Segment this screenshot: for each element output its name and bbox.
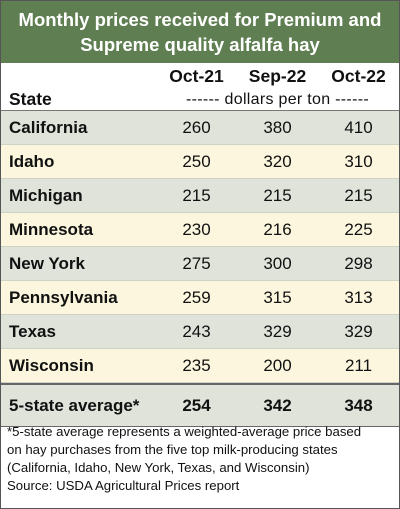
column-header-sep-22: Sep-22 xyxy=(248,65,307,86)
title-line-1: Monthly prices received for Premium and xyxy=(18,9,382,30)
price-cell: 329 xyxy=(344,321,373,341)
price-cell: 298 xyxy=(344,253,373,273)
average-cell: 348 xyxy=(344,395,373,415)
table-row: Michigan 215 215 215 xyxy=(1,179,399,213)
source-line: Source: USDA Agricultural Prices report xyxy=(7,478,240,493)
state-name: Michigan xyxy=(9,185,83,205)
state-name: California xyxy=(9,117,88,137)
column-header-row: Oct-21 Sep-22 Oct-22 xyxy=(1,63,399,89)
footnote-line: *5-state average represents a weighted-a… xyxy=(7,424,362,439)
price-cell: 380 xyxy=(263,117,292,137)
price-cell: 230 xyxy=(182,219,211,239)
price-cell: 243 xyxy=(182,321,211,341)
price-cell: 259 xyxy=(182,287,211,307)
average-row: 5-state average* 254 342 348 xyxy=(1,383,399,427)
price-cell: 215 xyxy=(263,185,292,205)
price-cell: 225 xyxy=(344,219,373,239)
price-cell: 211 xyxy=(344,355,373,375)
price-table: Oct-21 Sep-22 Oct-22 State ------ dollar… xyxy=(1,63,399,427)
state-name: Pennsylvania xyxy=(9,287,118,307)
state-name: Minnesota xyxy=(9,219,94,239)
state-name: Idaho xyxy=(9,151,55,171)
average-cell: 254 xyxy=(182,395,211,415)
price-cell: 275 xyxy=(182,253,211,273)
footnote-line: (California, Idaho, New York, Texas, and… xyxy=(7,460,310,475)
price-cell: 216 xyxy=(263,219,292,239)
average-cell: 342 xyxy=(263,395,292,415)
state-name: Wisconsin xyxy=(9,355,94,375)
state-name: New York xyxy=(9,253,85,273)
price-cell: 260 xyxy=(182,117,211,137)
price-cell: 200 xyxy=(263,355,292,375)
column-header-oct-22: Oct-22 xyxy=(331,65,386,86)
average-label: 5-state average* xyxy=(9,395,140,415)
price-cell: 250 xyxy=(182,151,211,171)
price-cell: 215 xyxy=(182,185,211,205)
table-row: Idaho 250 320 310 xyxy=(1,145,399,179)
table-row: Minnesota 230 216 225 xyxy=(1,213,399,247)
title-line-2: Supreme quality alfalfa hay xyxy=(80,34,320,55)
price-cell: 300 xyxy=(263,253,292,273)
price-cell: 320 xyxy=(263,151,292,171)
price-cell: 410 xyxy=(344,117,373,137)
price-cell: 313 xyxy=(344,287,373,307)
price-cell: 315 xyxy=(263,287,292,307)
footnote: *5-state average represents a weighted-a… xyxy=(7,423,393,495)
table-row: New York 275 300 298 xyxy=(1,247,399,281)
footnote-line: on hay purchases from the five top milk-… xyxy=(7,442,338,457)
state-column-header: State xyxy=(9,89,52,109)
price-cell: 310 xyxy=(344,151,373,171)
table-row: Texas 243 329 329 xyxy=(1,315,399,349)
state-name: Texas xyxy=(9,321,56,341)
column-header-oct-21: Oct-21 xyxy=(169,65,224,86)
table-row: Pennsylvania 259 315 313 xyxy=(1,281,399,315)
units-label: ------ dollars per ton ------ xyxy=(186,90,369,108)
price-cell: 329 xyxy=(263,321,292,341)
table-row: California 260 380 410 xyxy=(1,111,399,145)
price-cell: 215 xyxy=(344,185,373,205)
table-row: Wisconsin 235 200 211 xyxy=(1,349,399,383)
price-cell: 235 xyxy=(182,355,211,375)
units-header-row: State ------ dollars per ton ------ xyxy=(1,89,399,111)
table-title: Monthly prices received for Premium and … xyxy=(1,1,399,63)
